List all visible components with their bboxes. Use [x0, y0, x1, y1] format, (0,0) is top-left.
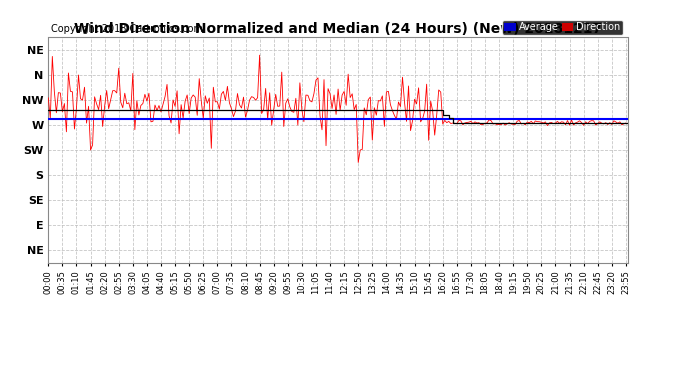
Title: Wind Direction Normalized and Median (24 Hours) (New) 20181217: Wind Direction Normalized and Median (24…: [74, 22, 602, 36]
Legend: Average, Direction: Average, Direction: [502, 20, 623, 35]
Text: Copyright 2018 Cartronics.com: Copyright 2018 Cartronics.com: [51, 24, 203, 34]
